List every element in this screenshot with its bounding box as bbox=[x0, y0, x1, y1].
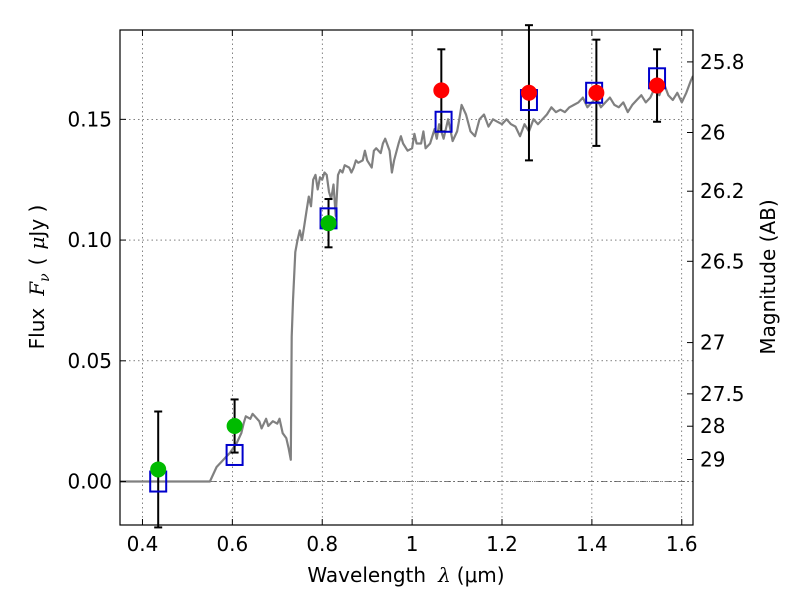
x-tick-label: 0.4 bbox=[127, 532, 159, 556]
x-tick-label: 1 bbox=[406, 532, 419, 556]
magnitude-tick-label: 27 bbox=[700, 331, 725, 355]
magnitude-tick-label: 25.8 bbox=[700, 50, 745, 74]
magnitude-tick-label: 26 bbox=[700, 120, 725, 144]
y-axis-label-subscript: ν bbox=[37, 273, 53, 282]
observed-point bbox=[649, 77, 666, 94]
observed-point bbox=[320, 215, 337, 232]
model-photometry-point bbox=[434, 110, 453, 133]
x-tick-label: 1.6 bbox=[666, 532, 698, 556]
x-axis-label-symbol: λ bbox=[437, 563, 451, 587]
y-axis-label-unit-rest: Jy ) bbox=[25, 205, 49, 239]
plot-background bbox=[120, 30, 693, 525]
y-tick-label: 0.05 bbox=[67, 349, 112, 373]
y-axis-label-prefix: Flux bbox=[25, 308, 49, 350]
x-axis-label-unit: (μm) bbox=[457, 563, 505, 587]
x-axis-label-prefix: Wavelength bbox=[307, 563, 426, 587]
x-axis-label: Wavelength λ (μm) bbox=[307, 563, 504, 587]
magnitude-tick-label: 28 bbox=[700, 414, 725, 438]
axis-ticks: 0.4 0.6 0.8 1 1.2 1.4 1.6 0.00 0.05 0.10 0.15 25.8 2… bbox=[67, 30, 745, 556]
x-tick-label: 0.6 bbox=[216, 532, 248, 556]
magnitude-tick-label: 26.5 bbox=[700, 249, 745, 273]
magnitude-tick-label: 27.5 bbox=[700, 382, 745, 406]
magnitude-tick-label: 29 bbox=[700, 448, 725, 472]
y-tick-label: 0.10 bbox=[67, 228, 112, 252]
y-axis-label-unit-mu: μ bbox=[25, 237, 49, 250]
observed-point bbox=[520, 84, 537, 101]
observed-point bbox=[588, 84, 605, 101]
y-tick-label: 0.00 bbox=[67, 470, 112, 494]
y-axis-label-unit-open: ( bbox=[25, 258, 49, 266]
y-tick-label: 0.15 bbox=[67, 107, 112, 131]
observed-point bbox=[150, 461, 167, 478]
x-tick-label: 1.4 bbox=[576, 532, 608, 556]
plot-frame bbox=[119, 29, 694, 526]
observed-markers bbox=[150, 77, 666, 478]
observed-point bbox=[226, 418, 243, 434]
magnitude-tick-label: 26.2 bbox=[700, 179, 745, 203]
y-axis-label: Flux Fν ( μJy ) bbox=[25, 205, 53, 350]
magnitude-axis-label: Magnitude (AB) bbox=[756, 199, 780, 354]
model-photometry-point bbox=[225, 443, 244, 466]
observed-point bbox=[433, 82, 450, 99]
x-tick-label: 1.2 bbox=[486, 532, 518, 556]
x-tick-label: 0.8 bbox=[306, 532, 338, 556]
y-axis-label-symbol: F bbox=[25, 281, 49, 297]
